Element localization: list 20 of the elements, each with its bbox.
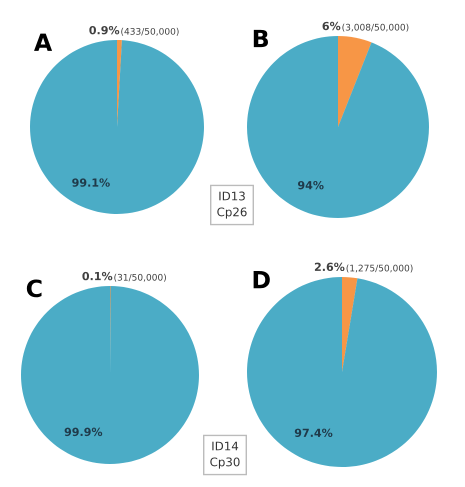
- chart-title: B: [254, 30, 268, 48]
- data-label: 99.1%: [72, 178, 110, 187]
- data-label: 97.4%: [294, 428, 332, 437]
- text: ID13 Cp26: [217, 192, 247, 219]
- pie-slice: [342, 277, 358, 372]
- data-label: 0.9%: [89, 26, 120, 34]
- text: (1,275/50,000): [346, 264, 413, 273]
- data-label: 6%: [322, 22, 340, 30]
- data-label: 99.9%: [64, 428, 102, 436]
- text: (433/50,000): [121, 28, 179, 36]
- text: ID14 Cp30: [210, 442, 240, 469]
- text: (3,008/50,000): [342, 24, 408, 32]
- chart-title: D: [254, 271, 270, 288]
- text: (31/50,000): [114, 274, 166, 282]
- chart-title: C: [26, 279, 42, 298]
- chart-title: A: [34, 34, 52, 51]
- pie-slice: [338, 36, 372, 127]
- data-label: 0.1%: [82, 272, 112, 280]
- data-label: 2.6%: [314, 262, 344, 272]
- data-label: 94%: [298, 180, 324, 190]
